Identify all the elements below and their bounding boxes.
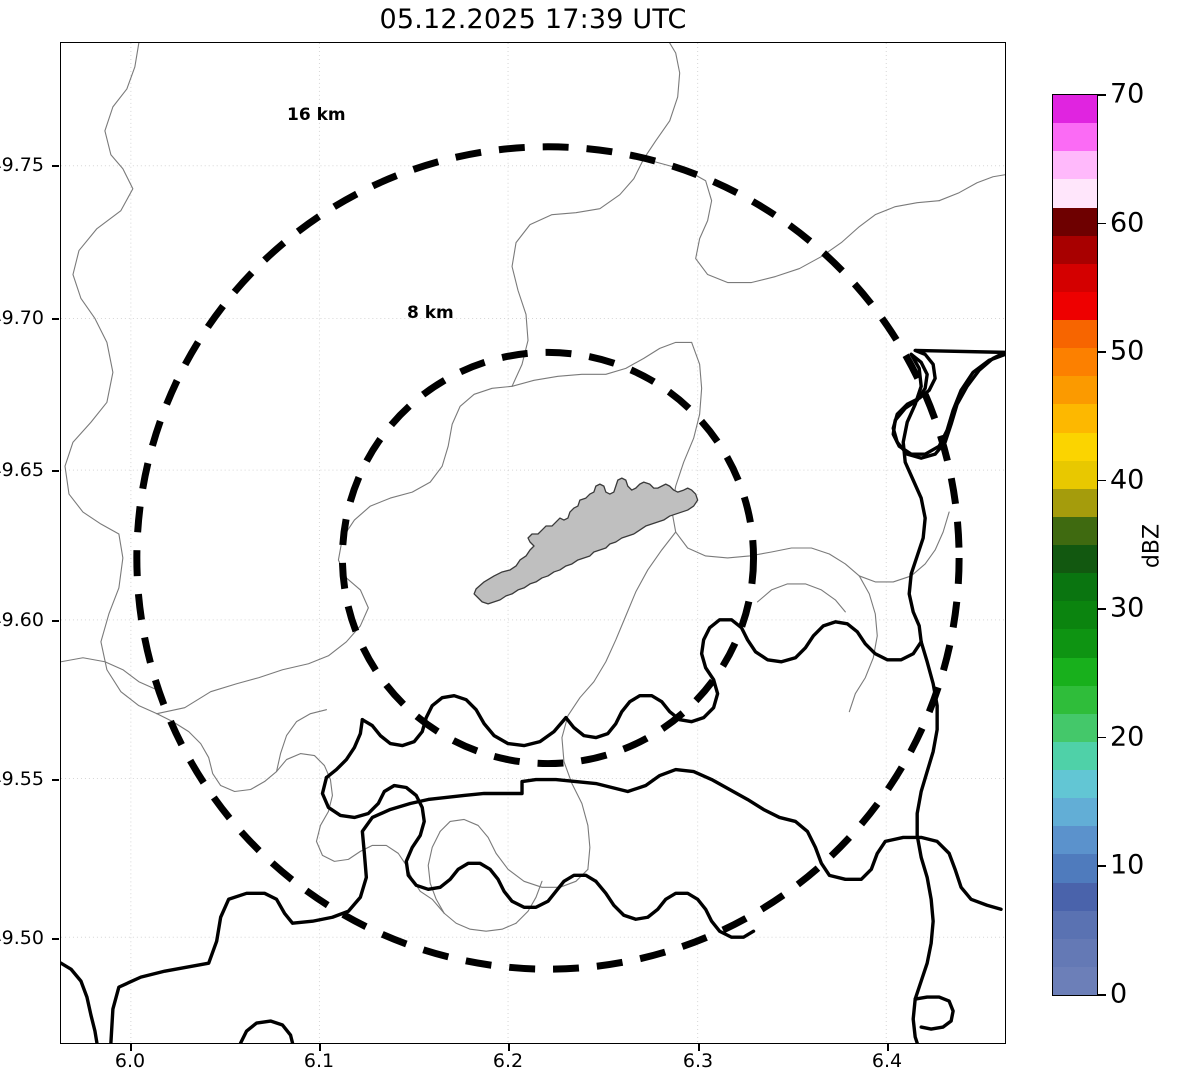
colorbar-band	[1053, 826, 1097, 855]
x-tick-label: 6.2	[492, 1050, 524, 1072]
colorbar-band	[1053, 713, 1097, 742]
colorbar-band	[1053, 770, 1097, 799]
y-tick-mark	[52, 470, 59, 472]
x-tick-mark	[319, 1044, 321, 1051]
y-tick-label: 49.70	[0, 307, 44, 329]
colorbar-tick-label: 70	[1110, 78, 1145, 110]
y-axis: 49.50 49.55 49.60 49.65 49.70 49.75	[0, 0, 59, 1084]
y-tick-mark	[52, 318, 59, 320]
colorbar-tick-label: 20	[1110, 721, 1145, 753]
colorbar-band	[1053, 910, 1097, 939]
colorbar-band	[1053, 320, 1097, 349]
range-ring-8km-label: 8 km	[407, 303, 454, 323]
y-tick-label: 49.50	[0, 927, 44, 949]
range-ring-16km	[133, 143, 963, 973]
city-boundary	[473, 477, 699, 605]
x-tick-mark	[130, 1044, 132, 1051]
colorbar-tick-label: 60	[1110, 207, 1145, 239]
x-tick-mark	[698, 1044, 700, 1051]
y-tick-mark	[52, 165, 59, 167]
y-tick-label: 49.60	[0, 609, 44, 631]
colorbar-tick-mark	[1098, 994, 1106, 996]
colorbar-tick-mark	[1098, 222, 1106, 225]
colorbar-tick-label: 50	[1110, 335, 1145, 367]
y-tick-mark	[52, 620, 59, 622]
colorbar-axis-label: dBZ	[1139, 523, 1165, 569]
colorbar-band	[1053, 741, 1097, 770]
colorbar-band	[1053, 235, 1097, 264]
range-rings	[133, 143, 963, 973]
colorbar-tick-mark	[1098, 94, 1106, 96]
colorbar-band	[1053, 404, 1097, 433]
admin-boundaries	[61, 43, 1005, 932]
colorbar-band	[1053, 854, 1097, 883]
colorbar-band	[1053, 938, 1097, 967]
x-tick-label: 6.3	[682, 1050, 714, 1072]
colorbar-band	[1053, 460, 1097, 489]
page-title: 05.12.2025 17:39 UTC	[379, 4, 687, 35]
x-tick-mark	[508, 1044, 510, 1051]
colorbar-band	[1053, 263, 1097, 292]
x-tick-label: 6.1	[303, 1050, 335, 1072]
x-tick-mark	[887, 1044, 889, 1051]
x-tick-label: 6.0	[114, 1050, 146, 1072]
colorbar-band	[1053, 179, 1097, 208]
colorbar-band	[1053, 376, 1097, 405]
colorbar-band	[1053, 95, 1097, 124]
range-ring-8km	[338, 348, 758, 768]
colorbar-tick-mark	[1098, 608, 1106, 610]
y-tick-mark	[52, 938, 59, 940]
colorbar-tick-label: 10	[1110, 849, 1145, 881]
colorbar-band	[1053, 601, 1097, 630]
country-border	[61, 348, 1005, 1043]
colorbar-tick-mark	[1098, 865, 1106, 868]
y-tick-label: 49.55	[0, 768, 44, 790]
y-tick-label: 49.75	[0, 154, 44, 176]
colorbar[interactable]	[1052, 94, 1098, 996]
y-tick-mark	[52, 779, 59, 781]
colorbar-band	[1053, 432, 1097, 461]
colorbar-tick-label: 40	[1110, 464, 1145, 496]
y-tick-label: 49.65	[0, 459, 44, 481]
colorbar-tick-mark	[1098, 351, 1106, 353]
map-svg	[61, 43, 1005, 1043]
colorbar-band	[1053, 291, 1097, 320]
colorbar-band	[1053, 657, 1097, 686]
colorbar-band	[1053, 516, 1097, 545]
colorbar-band	[1053, 685, 1097, 714]
range-ring-16km-label: 16 km	[287, 105, 346, 125]
colorbar-tick-label: 0	[1110, 978, 1128, 1010]
colorbar-band	[1053, 151, 1097, 180]
colorbar-tick-mark	[1098, 736, 1106, 739]
x-tick-label: 6.4	[871, 1050, 903, 1072]
colorbar-band	[1053, 123, 1097, 152]
colorbar-band	[1053, 488, 1097, 517]
colorbar-band	[1053, 882, 1097, 911]
colorbar-band	[1053, 798, 1097, 827]
map-plot-area[interactable]: 16 km 8 km	[60, 42, 1006, 1044]
colorbar-band	[1053, 348, 1097, 377]
colorbar-tick-mark	[1098, 479, 1106, 482]
colorbar-band	[1053, 629, 1097, 658]
colorbar-band	[1053, 545, 1097, 574]
colorbar-band	[1053, 966, 1097, 995]
colorbar-band	[1053, 207, 1097, 236]
colorbar-band	[1053, 573, 1097, 602]
colorbar-tick-label: 30	[1110, 592, 1145, 624]
